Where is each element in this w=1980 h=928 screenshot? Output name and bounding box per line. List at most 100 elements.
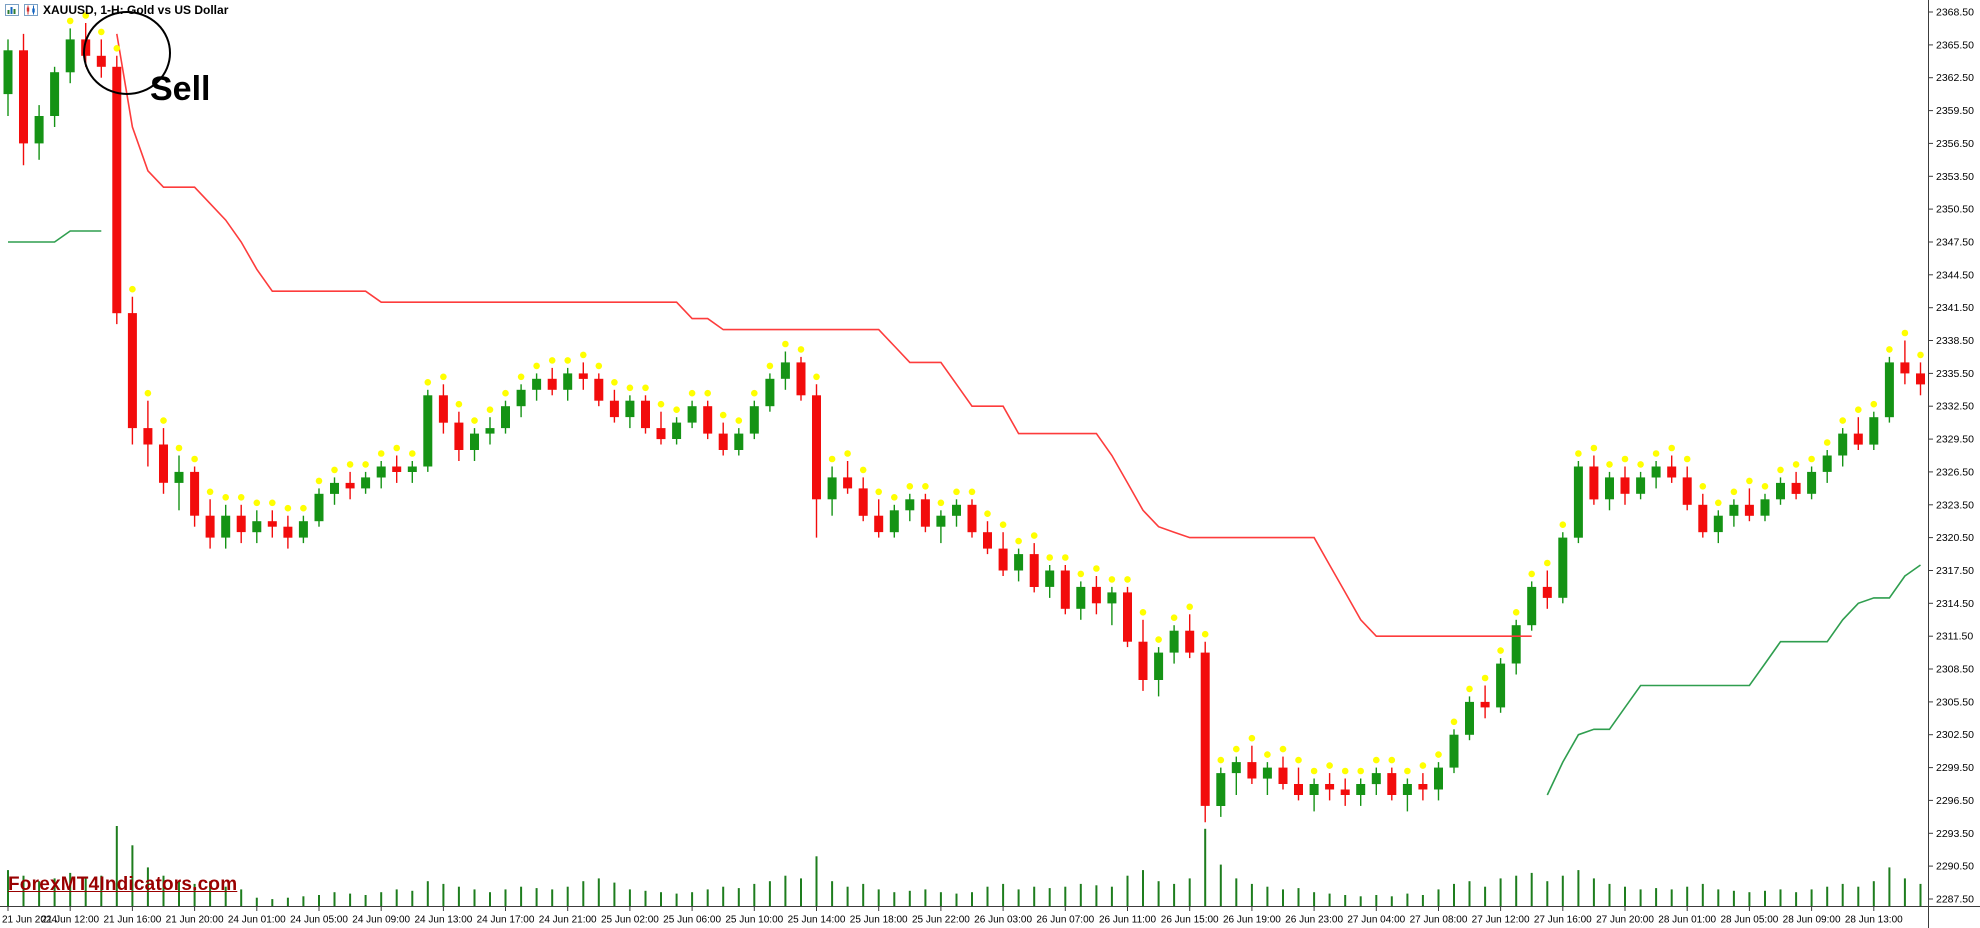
candle-body: [1185, 630, 1195, 653]
candle-body: [952, 504, 961, 516]
candle-body: [298, 521, 308, 538]
signal-dot: [1870, 400, 1878, 408]
price-tick-label: 2323.50: [1936, 499, 1974, 511]
candle-body: [1356, 784, 1366, 795]
bar-chart-icon[interactable]: [5, 4, 19, 16]
volume-bar: [209, 881, 212, 906]
volume-bar: [1608, 883, 1611, 906]
signal-dot: [844, 450, 851, 457]
volume-bar: [613, 882, 616, 906]
volume-bar: [489, 892, 491, 906]
volume-bar: [1499, 878, 1502, 906]
time-tick-label: 24 Jun 17:00: [477, 915, 535, 926]
volume-bar: [924, 889, 927, 906]
signal-dot: [548, 357, 556, 364]
volume-bar: [675, 893, 678, 906]
volume-bar: [1219, 864, 1222, 906]
candle-body: [983, 532, 992, 549]
signal-dot: [906, 483, 914, 490]
time-tick-label: 26 Jun 11:00: [1099, 915, 1157, 926]
candle-body: [190, 471, 200, 516]
signal-dot: [1435, 751, 1442, 758]
volume-bar: [193, 883, 196, 906]
volume-bar: [566, 886, 569, 906]
signal-dot: [891, 494, 898, 501]
candle-body: [345, 482, 355, 489]
candle-body: [1791, 482, 1801, 494]
signal-dot: [1792, 461, 1800, 468]
volume-bar: [815, 856, 818, 906]
candle-body: [1402, 784, 1412, 795]
volume-bar: [1235, 878, 1238, 906]
volume-bar: [1732, 890, 1735, 906]
signal-dot: [1839, 417, 1846, 424]
volume-bar: [660, 892, 662, 906]
signal-dot: [393, 444, 401, 452]
time-tick-label: 21 Jun 12:00: [41, 915, 99, 926]
volume-bar: [53, 878, 56, 906]
volume-bar: [1250, 883, 1253, 906]
signal-dot: [300, 504, 307, 512]
candle-body: [1154, 652, 1164, 680]
signal-dot: [1139, 609, 1147, 616]
signal-dot: [751, 389, 758, 397]
signal-dot: [1217, 756, 1225, 764]
volume-bar: [1468, 881, 1471, 906]
chart-title: XAUUSD, 1-H: Gold vs US Dollar: [43, 3, 229, 17]
price-tick-label: 2293.50: [1936, 828, 1974, 840]
price-tick-label: 2317.50: [1936, 565, 1974, 577]
candle-body: [547, 378, 557, 390]
signal-dot: [66, 17, 74, 25]
signal-dot: [113, 45, 121, 52]
candle-body: [765, 378, 775, 407]
volume-bar: [380, 892, 383, 906]
candle-body: [65, 39, 75, 73]
signal-dot: [377, 450, 385, 457]
candle-body: [1776, 482, 1785, 500]
signal-dot: [782, 340, 789, 348]
volume-bar: [1779, 889, 1782, 906]
volume-bar: [877, 889, 880, 906]
price-tick-label: 2332.50: [1936, 401, 1974, 413]
volume-bar: [1188, 878, 1191, 906]
signal-dot: [657, 400, 665, 408]
volume-bar: [1126, 875, 1129, 906]
signal-dot: [580, 351, 587, 359]
volume-bar: [893, 892, 896, 906]
candle-body: [516, 389, 526, 407]
volume-bar: [986, 886, 989, 906]
candle-body: [905, 499, 915, 511]
volume-bar: [582, 881, 585, 906]
candle-body: [221, 515, 231, 538]
candle-body: [578, 373, 588, 379]
price-tick-label: 2296.50: [1936, 795, 1974, 807]
candle-body: [361, 477, 371, 489]
volume-bar: [1095, 885, 1098, 906]
candlestick-icon[interactable]: [24, 4, 38, 16]
candle-body: [1496, 663, 1506, 708]
signal-dot: [1637, 461, 1644, 468]
candle-body: [1480, 701, 1490, 708]
volume-bar: [1592, 878, 1595, 906]
candle-body: [423, 395, 433, 467]
candle-body: [205, 515, 215, 538]
volume-bar: [1266, 886, 1269, 906]
volume-bar: [1033, 886, 1036, 906]
volume-bar: [1017, 889, 1020, 906]
signal-dot: [766, 362, 774, 370]
signal-dot: [1559, 521, 1567, 528]
signal-dot: [1108, 576, 1116, 583]
signal-dot: [82, 12, 89, 19]
candle-body: [1589, 466, 1599, 500]
candle-body: [1884, 362, 1894, 418]
price-scale[interactable]: 2368.50 2365.50 2362.50 2359.50 2356.50 2353.…: [1928, 7, 1974, 906]
candle-body: [1744, 504, 1754, 516]
candle-body: [34, 116, 44, 144]
signal-dot: [1093, 565, 1100, 572]
candle-body: [967, 504, 977, 533]
candle-body: [718, 433, 728, 450]
time-tick-label: 27 Jun 16:00: [1534, 915, 1592, 926]
